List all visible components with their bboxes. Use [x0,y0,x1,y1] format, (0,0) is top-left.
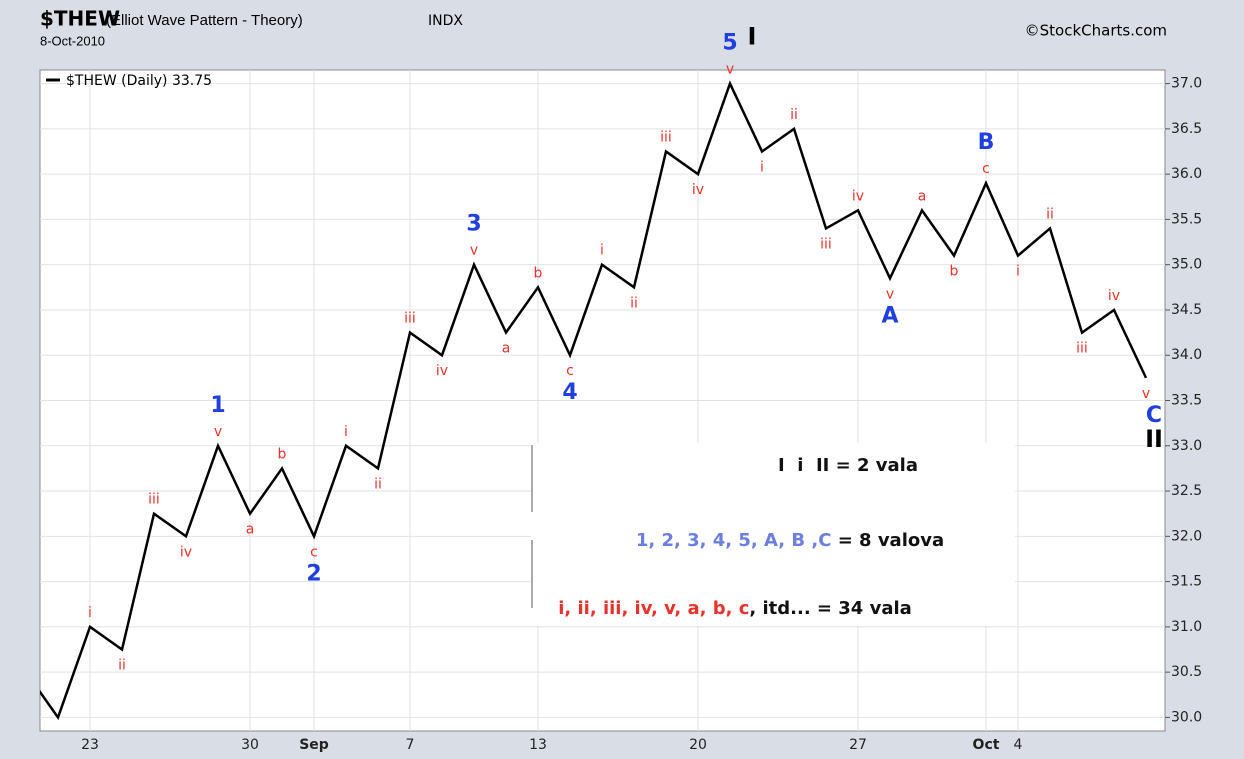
wave-minor-label: v [214,424,222,440]
y-tick-label: 35.5 [1171,211,1202,227]
wave-minor-label: iv [436,363,448,379]
x-tick-label: 27 [849,737,867,753]
wave-minor-label: i [760,159,764,175]
wave-minor-label: i [88,605,92,621]
wave-major-label: B [978,130,995,155]
note-line: I i II = 2 vala [778,455,918,476]
note-segment: I i II = 2 vala [778,455,918,476]
wave-minor-label: i [1016,264,1020,280]
wave-minor-label: i [600,243,604,259]
wave-minor-label: c [982,161,990,177]
wave-minor-label: ii [374,476,382,492]
date: 8-Oct-2010 [40,33,105,48]
x-tick-label: Oct [973,737,1000,753]
x-tick-label: 20 [689,737,707,753]
wave-minor-label: v [886,286,894,302]
legend-name: $THEW (Daily) [66,73,167,89]
wave-major-label: 1 [210,393,225,418]
note-segment: = 8 valova [831,530,944,551]
wave-minor-label: ii [118,658,126,674]
y-tick-label: 34.0 [1171,347,1202,363]
wave-degree-label: II [1145,425,1163,453]
wave-minor-label: b [950,264,959,280]
chart-subtitle: (Elliot Wave Pattern - Theory) [106,12,303,29]
note-segment: 1, 2, 3, 4, 5, A, B ,C [636,530,832,551]
wave-minor-label: ii [790,107,798,123]
price-line [40,80,1148,721]
x-tick-label: 13 [529,737,547,753]
y-tick-label: 34.5 [1171,302,1202,318]
note-box [531,443,1015,625]
exchange: INDX [428,13,463,29]
x-tick-label: 7 [406,737,415,753]
wave-minor-label: a [502,341,511,357]
x-tick-label: 23 [81,737,99,753]
note-line: 1, 2, 3, 4, 5, A, B ,C = 8 valova [636,530,944,551]
wave-major-label: C [1146,403,1162,428]
legend-last: 33.75 [172,73,212,89]
y-tick-label: 37.0 [1171,76,1202,92]
y-tick-label: 32.0 [1171,528,1202,544]
y-tick-label: 30.0 [1171,709,1202,725]
wave-major-label: 3 [466,212,481,237]
y-tick-label: 32.5 [1171,483,1202,499]
wave-major-label: 2 [306,561,321,586]
wave-minor-label: v [470,243,478,259]
chart-title: $THEW [40,7,120,31]
legend-entry: $THEW (Daily) 33.75 [66,73,212,89]
wave-major-label: 5 [722,31,737,56]
note-segment: i, ii, iii, iv, v, a, b, c [558,598,749,619]
y-tick-label: 31.0 [1171,619,1202,635]
wave-minor-label: c [566,363,574,379]
y-tick-label: 31.5 [1171,574,1202,590]
wave-minor-label: b [534,265,543,281]
y-tick-label: 35.0 [1171,257,1202,273]
wave-major-label: A [881,303,898,328]
x-tick-label: 30 [241,737,259,753]
wave-minor-label: iv [692,182,704,198]
wave-minor-label: ii [630,295,638,311]
wave-minor-label: iv [180,544,192,560]
wave-minor-label: iii [660,129,672,145]
wave-minor-label: a [246,522,255,538]
wave-minor-label: a [918,188,927,204]
wave-minor-label: v [726,62,734,78]
y-tick-label: 33.5 [1171,393,1202,409]
note-segment: , itd... = 34 vala [749,598,911,619]
x-tick-label: Sep [299,737,329,753]
x-tick-label: 4 [1014,737,1023,753]
y-tick-label: 36.5 [1171,121,1202,137]
wave-minor-label: iii [1076,341,1088,357]
wave-minor-label: iii [148,492,160,508]
wave-major-label: 4 [562,380,577,405]
wave-degree-label: I [748,23,757,51]
wave-minor-label: iv [1108,288,1120,304]
y-tick-label: 30.5 [1171,664,1202,680]
wave-minor-label: i [344,424,348,440]
wave-minor-label: v [1142,386,1150,402]
wave-minor-label: iii [404,311,416,327]
wave-minor-label: iv [852,188,864,204]
wave-minor-label: ii [1046,206,1054,222]
y-tick-label: 33.0 [1171,438,1202,454]
wave-minor-label: b [278,446,287,462]
wave-minor-label: iii [820,236,832,252]
wave-minor-label: c [310,544,318,560]
series [40,80,1148,721]
watermark: ©StockCharts.com [1025,22,1167,40]
note-line: i, ii, iii, iv, v, a, b, c, itd... = 34 … [558,598,912,619]
y-tick-label: 36.0 [1171,166,1202,182]
